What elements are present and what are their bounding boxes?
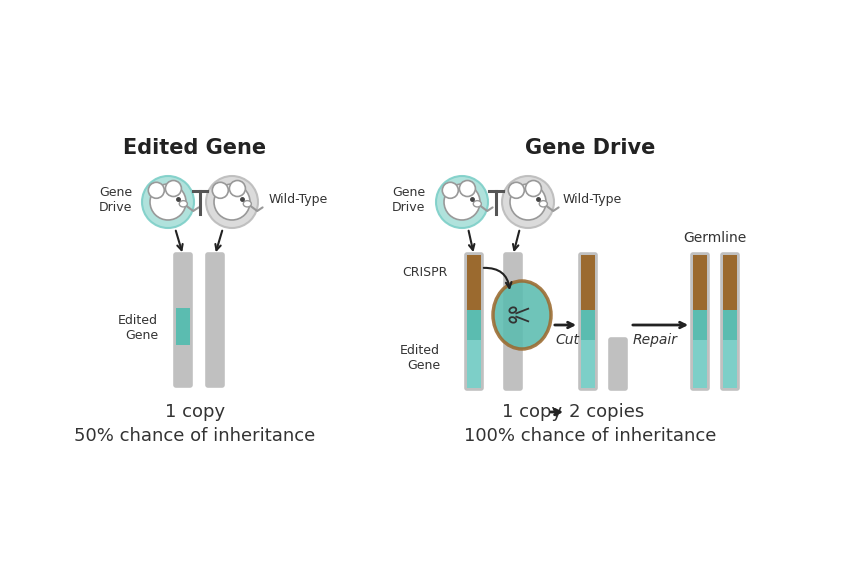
Bar xyxy=(176,308,189,345)
FancyBboxPatch shape xyxy=(205,252,225,388)
Circle shape xyxy=(459,181,475,197)
Circle shape xyxy=(508,182,523,198)
Circle shape xyxy=(142,176,194,228)
Text: Gene Drive: Gene Drive xyxy=(524,138,654,158)
Text: 2 copies: 2 copies xyxy=(568,403,643,421)
Text: CRISPR: CRISPR xyxy=(402,266,448,278)
Circle shape xyxy=(165,181,181,197)
Text: Wild-Type: Wild-Type xyxy=(562,194,622,206)
Bar xyxy=(722,310,736,340)
Bar xyxy=(692,340,706,388)
Text: 50% chance of inheritance: 50% chance of inheritance xyxy=(74,427,315,445)
Circle shape xyxy=(443,184,480,220)
Circle shape xyxy=(436,176,487,228)
Text: 1 copy: 1 copy xyxy=(164,403,225,421)
Circle shape xyxy=(206,176,257,228)
Bar xyxy=(580,255,594,310)
Text: Repair: Repair xyxy=(632,333,678,347)
Bar xyxy=(580,340,594,388)
Bar xyxy=(467,310,480,340)
FancyBboxPatch shape xyxy=(173,252,193,388)
FancyBboxPatch shape xyxy=(719,252,739,391)
Text: Edited Gene: Edited Gene xyxy=(123,138,266,158)
Circle shape xyxy=(229,181,245,197)
Ellipse shape xyxy=(243,201,251,207)
Text: Edited
Gene: Edited Gene xyxy=(400,344,439,372)
Circle shape xyxy=(442,182,458,198)
Bar xyxy=(722,255,736,310)
Circle shape xyxy=(214,184,250,220)
FancyBboxPatch shape xyxy=(503,252,522,391)
Ellipse shape xyxy=(179,201,187,207)
Bar xyxy=(692,255,706,310)
Text: 100% chance of inheritance: 100% chance of inheritance xyxy=(463,427,715,445)
Circle shape xyxy=(212,182,228,198)
FancyBboxPatch shape xyxy=(608,337,627,391)
Ellipse shape xyxy=(473,201,480,207)
Circle shape xyxy=(510,184,545,220)
Circle shape xyxy=(148,182,164,198)
Text: Germline: Germline xyxy=(683,231,746,245)
Bar xyxy=(580,310,594,340)
Bar xyxy=(692,310,706,340)
Text: Wild-Type: Wild-Type xyxy=(269,194,328,206)
Text: Edited
Gene: Edited Gene xyxy=(118,314,158,342)
Text: 1 copy: 1 copy xyxy=(501,403,561,421)
Circle shape xyxy=(525,181,541,197)
Ellipse shape xyxy=(539,201,547,207)
Bar xyxy=(722,340,736,388)
Ellipse shape xyxy=(492,281,550,349)
FancyBboxPatch shape xyxy=(690,252,709,391)
FancyBboxPatch shape xyxy=(464,252,483,391)
Text: Gene
Drive: Gene Drive xyxy=(98,186,132,214)
Circle shape xyxy=(501,176,554,228)
Text: Gene
Drive: Gene Drive xyxy=(391,186,424,214)
Circle shape xyxy=(150,184,186,220)
FancyBboxPatch shape xyxy=(578,252,598,391)
Bar xyxy=(467,340,480,388)
Bar xyxy=(467,255,480,310)
Text: Cut: Cut xyxy=(554,333,579,347)
